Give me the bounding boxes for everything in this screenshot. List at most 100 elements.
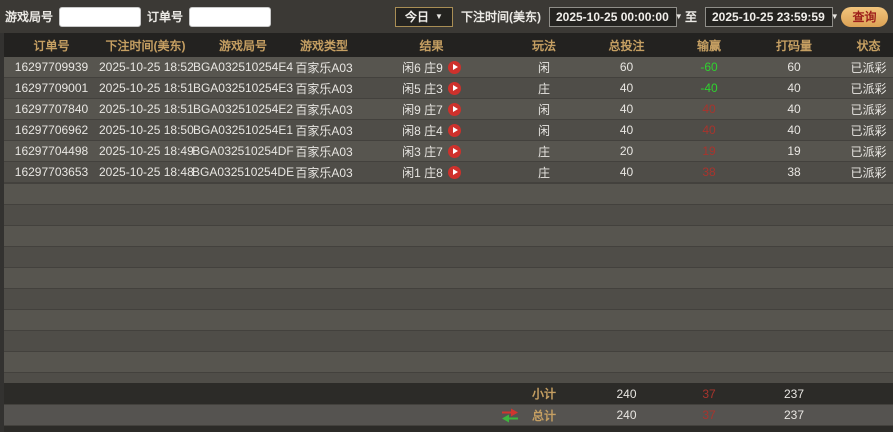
subtotal-win-lose: 37 bbox=[702, 386, 716, 401]
table-left-edge bbox=[0, 33, 4, 432]
column-header: 游戏类型 bbox=[299, 38, 348, 53]
play-video-icon[interactable] bbox=[447, 144, 461, 158]
start-time-select[interactable]: 2025-10-25 00:00:00 ▼ bbox=[548, 6, 683, 27]
total-label: 总计 bbox=[531, 408, 556, 423]
swap-arrows-icon[interactable] bbox=[501, 408, 519, 423]
cell-order-no: 16297707840 bbox=[14, 102, 89, 116]
cell-win-lose: 38 bbox=[702, 165, 716, 179]
cell-game-round: BGA032510254E1 bbox=[192, 123, 294, 137]
cell-total-bet: 40 bbox=[619, 81, 634, 95]
table-body: 16297709939 2025-10-25 18:52 BGA032510254E… bbox=[4, 57, 893, 183]
cell-turnover: 60 bbox=[787, 60, 801, 74]
cell-play-type: 闲 bbox=[537, 123, 550, 138]
game-round-label: 游戏局号 bbox=[5, 10, 54, 24]
cell-win-lose: 19 bbox=[702, 144, 716, 158]
result-text: 闲9 庄7 bbox=[402, 102, 443, 117]
cell-bet-time: 2025-10-25 18:51 bbox=[99, 102, 194, 116]
play-video-icon[interactable] bbox=[447, 81, 461, 95]
cell-turnover: 38 bbox=[787, 165, 801, 179]
table-row: 16297703653 2025-10-25 18:48 BGA032510254D… bbox=[4, 162, 893, 183]
cell-turnover: 40 bbox=[787, 81, 801, 95]
filter-right-group: 今日 ▼ 下注时间(美东) 2025-10-25 00:00:00 ▼ 至 20… bbox=[394, 6, 888, 27]
column-header: 下注时间(美东) bbox=[105, 38, 186, 53]
cell-game-type: 百家乐A03 bbox=[295, 123, 353, 138]
cell-total-bet: 40 bbox=[619, 165, 634, 179]
order-no-input[interactable] bbox=[189, 6, 272, 27]
table-row: 16297709001 2025-10-25 18:51 BGA032510254E… bbox=[4, 78, 893, 99]
total-total-bet: 240 bbox=[616, 408, 637, 422]
cell-win-lose: -40 bbox=[700, 81, 718, 95]
cell-status: 已派彩 bbox=[850, 81, 887, 96]
cell-win-lose: 40 bbox=[702, 123, 716, 137]
cell-play-type: 闲 bbox=[537, 60, 550, 75]
column-header: 结果 bbox=[419, 38, 444, 53]
subtotal-turnover: 237 bbox=[783, 386, 805, 401]
cell-play-type: 庄 bbox=[537, 144, 550, 159]
date-preset-select[interactable]: 今日 ▼ bbox=[394, 6, 453, 27]
chevron-down-icon: ▼ bbox=[435, 12, 443, 21]
cell-turnover: 19 bbox=[787, 144, 801, 158]
play-video-icon[interactable] bbox=[447, 60, 461, 74]
chevron-down-icon: ▼ bbox=[830, 12, 839, 21]
end-time-select[interactable]: 2025-10-25 23:59:59 ▼ bbox=[705, 6, 839, 27]
result-text: 闲6 庄9 bbox=[402, 60, 443, 75]
cell-order-no: 16297706962 bbox=[14, 123, 89, 137]
cell-play-type: 庄 bbox=[537, 165, 550, 180]
subtotal-total-bet: 240 bbox=[616, 386, 637, 401]
table-row: 16297704498 2025-10-25 18:49 BGA032510254D… bbox=[4, 141, 893, 162]
game-round-input[interactable] bbox=[59, 6, 142, 27]
table-empty-area bbox=[4, 183, 893, 383]
cell-total-bet: 20 bbox=[619, 144, 634, 158]
date-preset-value: 今日 bbox=[405, 10, 430, 24]
table-row: 16297709939 2025-10-25 18:52 BGA032510254E… bbox=[4, 57, 893, 78]
filter-bar: 游戏局号 订单号 今日 ▼ 下注时间(美东) 2025-10-25 00:00:… bbox=[0, 0, 893, 33]
cell-game-round: BGA032510254DE bbox=[192, 165, 295, 179]
cell-status: 已派彩 bbox=[850, 123, 887, 138]
result-text: 闲3 庄7 bbox=[402, 144, 443, 159]
cell-status: 已派彩 bbox=[850, 165, 887, 180]
cell-game-type: 百家乐A03 bbox=[295, 102, 353, 117]
subtotal-label: 小计 bbox=[531, 387, 556, 401]
total-turnover: 237 bbox=[783, 408, 805, 422]
order-no-label: 订单号 bbox=[147, 10, 184, 24]
column-header: 输赢 bbox=[696, 38, 721, 53]
end-time-value: 2025-10-25 23:59:59 bbox=[712, 9, 825, 24]
cell-bet-time: 2025-10-25 18:48 bbox=[99, 165, 194, 179]
table-header: 订单号 下注时间(美东) 游戏局号 游戏类型 结果 玩法 总投注 输赢 打码量 状态 bbox=[4, 33, 893, 57]
cell-play-type: 庄 bbox=[537, 81, 550, 96]
cell-play-type: 闲 bbox=[537, 102, 550, 117]
cell-result: 闲5 庄3 bbox=[354, 80, 509, 97]
cell-result: 闲3 庄7 bbox=[354, 143, 509, 160]
cell-bet-time: 2025-10-25 18:52 bbox=[99, 60, 194, 74]
query-button[interactable]: 查询 bbox=[841, 6, 888, 27]
column-header: 状态 bbox=[856, 38, 881, 53]
cell-status: 已派彩 bbox=[850, 144, 887, 159]
cell-status: 已派彩 bbox=[850, 60, 887, 75]
column-header: 游戏局号 bbox=[218, 38, 267, 53]
cell-order-no: 16297709939 bbox=[14, 60, 89, 74]
bottom-strip bbox=[4, 425, 893, 432]
cell-game-type: 百家乐A03 bbox=[295, 81, 353, 96]
cell-result: 闲6 庄9 bbox=[354, 59, 509, 76]
play-video-icon[interactable] bbox=[447, 102, 461, 116]
cell-order-no: 16297703653 bbox=[14, 165, 89, 179]
table-row: 16297707840 2025-10-25 18:51 BGA032510254E… bbox=[4, 99, 893, 120]
play-video-icon[interactable] bbox=[447, 123, 461, 137]
cell-game-round: BGA032510254E2 bbox=[192, 102, 294, 116]
bet-time-label: 下注时间(美东) bbox=[460, 10, 541, 24]
cell-win-lose: 40 bbox=[702, 102, 716, 116]
cell-status: 已派彩 bbox=[850, 102, 887, 117]
cell-game-round: BGA032510254E4 bbox=[192, 60, 294, 74]
total-row: 总计 240 37 237 bbox=[4, 404, 893, 425]
to-label: 至 bbox=[684, 10, 697, 24]
cell-result: 闲9 庄7 bbox=[354, 101, 509, 118]
column-header: 打码量 bbox=[775, 38, 812, 53]
cell-total-bet: 40 bbox=[619, 123, 634, 137]
chevron-down-icon: ▼ bbox=[674, 12, 683, 21]
cell-bet-time: 2025-10-25 18:51 bbox=[99, 81, 194, 95]
cell-turnover: 40 bbox=[787, 102, 801, 116]
play-video-icon[interactable] bbox=[447, 165, 461, 179]
cell-bet-time: 2025-10-25 18:50 bbox=[99, 123, 194, 137]
total-win-lose: 37 bbox=[702, 408, 716, 422]
